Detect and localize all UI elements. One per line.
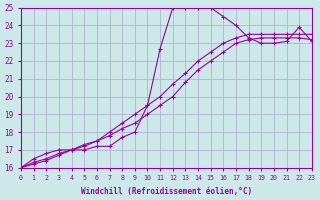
X-axis label: Windchill (Refroidissement éolien,°C): Windchill (Refroidissement éolien,°C)	[81, 187, 252, 196]
